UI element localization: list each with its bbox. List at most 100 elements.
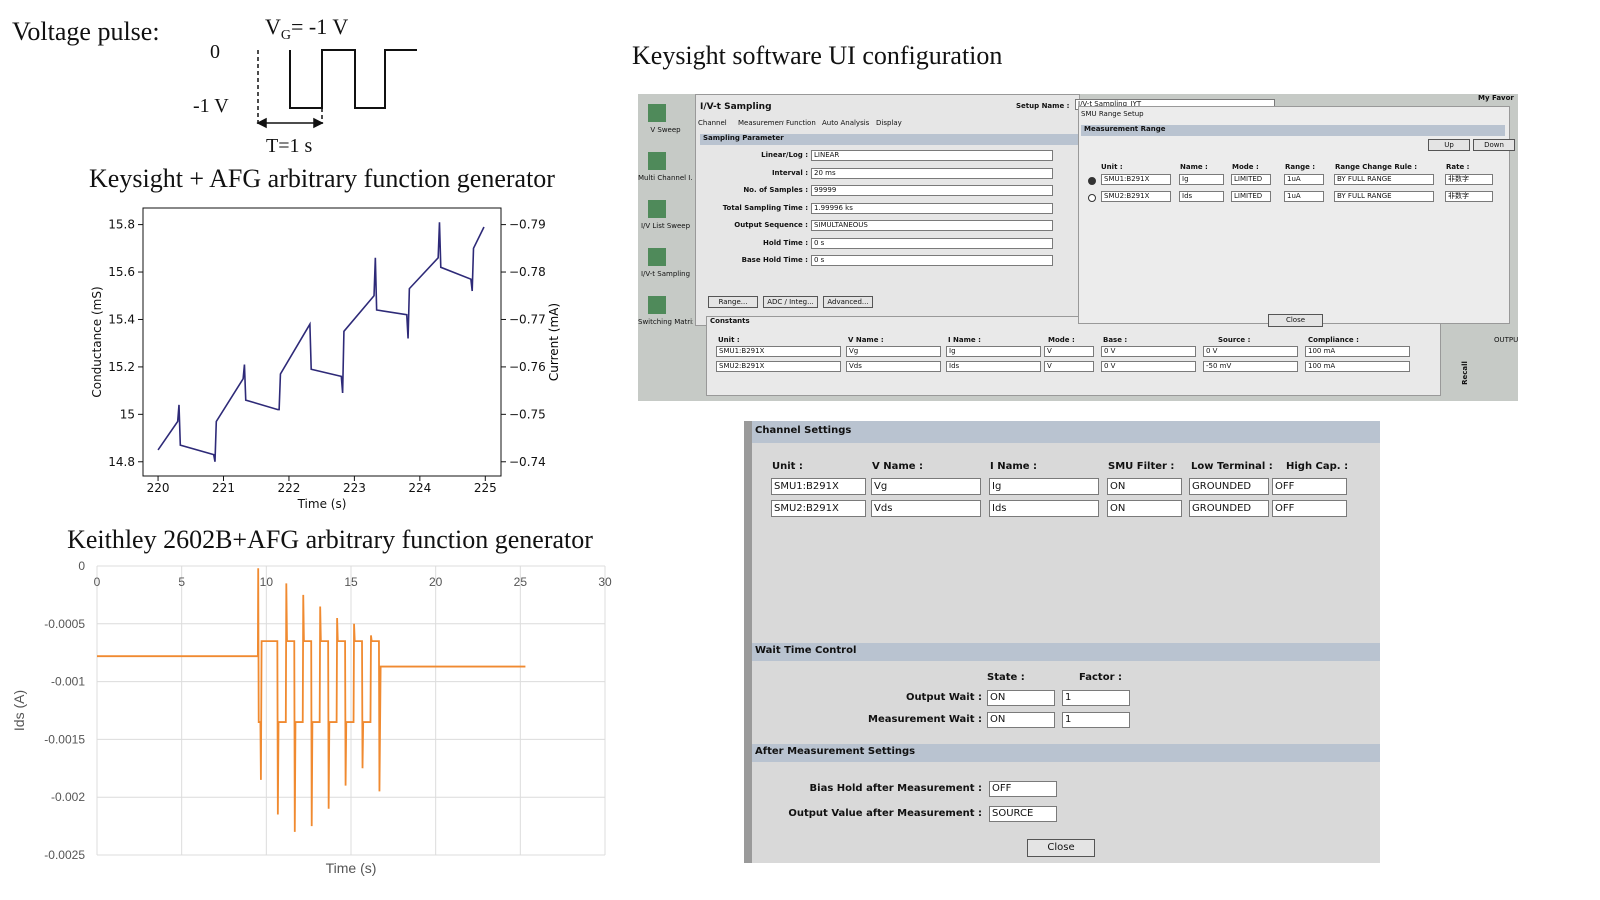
sidebar-label: I/V List Sweep xyxy=(640,222,691,230)
sidebar-label: Switching Matrix ... xyxy=(638,318,693,326)
column-header: Factor : xyxy=(1079,672,1122,683)
cell: 1uA xyxy=(1284,174,1324,185)
field-value: 99999 xyxy=(811,185,1053,196)
cell: SMU1:B291X xyxy=(771,478,866,495)
x-tick-label: 223 xyxy=(343,481,366,495)
plot-frame xyxy=(142,207,502,477)
cell: SMU1:B291X xyxy=(716,346,841,357)
cell: Vg xyxy=(846,346,941,357)
column-header: Mode : xyxy=(1048,336,1075,344)
x-tick-label: 224 xyxy=(408,481,431,495)
x-axis-label: Time (s) xyxy=(297,497,347,511)
x-tick-label: 10 xyxy=(260,575,274,589)
tab: Measurement xyxy=(738,119,784,127)
y-tick-label: -0.0025 xyxy=(44,848,85,862)
cell: SMU2:B291X xyxy=(1101,191,1171,202)
radio xyxy=(1088,177,1096,185)
chart-1: 220 221 222 223 224 225 14.8 15 15.2 15.4 15.6 15.8… xyxy=(90,207,561,511)
cell: 非数字 xyxy=(1445,191,1493,202)
field-value: 0 s xyxy=(811,237,1053,249)
pulse-waveform xyxy=(289,49,417,109)
y2-tick-label: −0.79 xyxy=(509,218,546,232)
sidebar-icon xyxy=(648,296,666,314)
screenshot-sampling: V Sweep Multi Channel I... I/V List Sweep I… xyxy=(638,94,1518,401)
field-value: ON xyxy=(987,712,1055,728)
column-header: Range : xyxy=(1285,163,1316,171)
y2-axis-label: Current (mA) xyxy=(547,303,561,381)
section-header: After Measurement Settings xyxy=(752,744,1380,762)
field-label: Linear/Log : xyxy=(761,151,808,159)
field-value: SOURCE xyxy=(989,806,1057,822)
chart-2: 0 5 10 15 20 25 30 0 -0.0005 -0.001 -0.0015 -0.002 -… xyxy=(11,559,612,876)
section-header: Measurement Range xyxy=(1081,125,1505,136)
cell: ON xyxy=(1107,500,1182,517)
column-header: Compliance : xyxy=(1308,336,1359,344)
column-header: I Name : xyxy=(990,461,1038,472)
section-header: Channel Settings xyxy=(752,421,1380,443)
sidebar-icon xyxy=(648,152,666,170)
button: ADC / Integ... xyxy=(763,296,818,308)
cell: LIMITED xyxy=(1231,191,1271,202)
period-arrow xyxy=(256,117,324,129)
cell: Ids xyxy=(1179,191,1224,202)
x-tick-label: 221 xyxy=(212,481,235,495)
column-header: SMU Filter : xyxy=(1108,461,1175,472)
field-label: Measurement Wait : xyxy=(868,714,982,725)
field-value: ON xyxy=(987,690,1055,706)
y-tick-label: 14.8 xyxy=(108,455,135,469)
chart-title: Keithley 2602B+AFG arbitrary function ge… xyxy=(67,525,593,554)
y-tick-label: -0.001 xyxy=(51,675,85,689)
column-header: Source : xyxy=(1218,336,1251,344)
y-tick-label: 15.4 xyxy=(108,312,135,326)
period-label: T=1 s xyxy=(266,135,312,157)
tab: Display xyxy=(876,119,902,127)
field-value: 20 ms xyxy=(811,167,1053,179)
cell: ON xyxy=(1107,478,1182,495)
cell: 0 V xyxy=(1203,346,1298,357)
cell: 100 mA xyxy=(1305,361,1410,372)
data-line xyxy=(157,222,485,462)
favorites: My Favor xyxy=(1478,94,1514,102)
field-label: Total Sampling Time : xyxy=(722,203,808,212)
column-header: Unit : xyxy=(772,461,803,472)
field-label: Bias Hold after Measurement : xyxy=(809,783,982,794)
cell: Vg xyxy=(871,478,981,495)
cell: SMU2:B291X xyxy=(716,361,841,372)
y2-tick-label: −0.76 xyxy=(509,360,546,374)
dialog-title: SMU Range Setup xyxy=(1081,110,1144,118)
column-header: V Name : xyxy=(872,461,924,472)
cell: Ig xyxy=(946,346,1041,357)
level-low: -1 V xyxy=(193,95,229,117)
column-header: State : xyxy=(987,672,1025,683)
column-header: Mode : xyxy=(1232,163,1259,171)
tab: Function xyxy=(786,119,816,127)
cell: LIMITED xyxy=(1231,174,1271,185)
column-header: V Name : xyxy=(848,336,884,344)
x-tick-label: 0 xyxy=(94,575,101,589)
y-tick-label: 15.2 xyxy=(108,360,135,374)
cell: BY FULL RANGE xyxy=(1334,191,1434,202)
field-label: Base Hold Time : xyxy=(741,256,808,264)
field-value: OFF xyxy=(989,781,1057,797)
field-label: Hold Time : xyxy=(763,238,808,247)
section-header: Constants xyxy=(710,317,750,325)
column-header: Base : xyxy=(1103,336,1128,344)
x-tick-label: 15 xyxy=(344,575,358,589)
y2-tick-label: −0.75 xyxy=(509,407,546,421)
gate-value: = -1 V xyxy=(291,14,348,39)
cell: -50 mV xyxy=(1203,361,1298,372)
screenshot-channel: Channel Settings Unit : V Name : I Name : SM… xyxy=(744,421,1380,863)
sidebar-icon xyxy=(648,248,666,266)
cell: V xyxy=(1044,361,1094,372)
cell: SMU1:B291X xyxy=(1101,174,1171,185)
field-value: 1.99996 ks xyxy=(811,202,1053,214)
x-tick-label: 220 xyxy=(147,481,170,495)
y-tick-label: 15.6 xyxy=(108,265,135,279)
sidebar-label: I/V-t Sampling xyxy=(640,270,691,278)
ui-title: Keysight software UI configuration xyxy=(632,41,1002,70)
x-tick-label: 222 xyxy=(277,481,300,495)
column-header: High Cap. : xyxy=(1286,461,1349,472)
cell: GROUNDED xyxy=(1189,478,1269,495)
field-value: 0 s xyxy=(811,255,1053,266)
cell: GROUNDED xyxy=(1189,500,1269,517)
